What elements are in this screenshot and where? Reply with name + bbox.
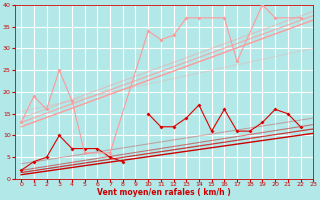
X-axis label: Vent moyen/en rafales ( km/h ): Vent moyen/en rafales ( km/h )	[97, 188, 231, 197]
